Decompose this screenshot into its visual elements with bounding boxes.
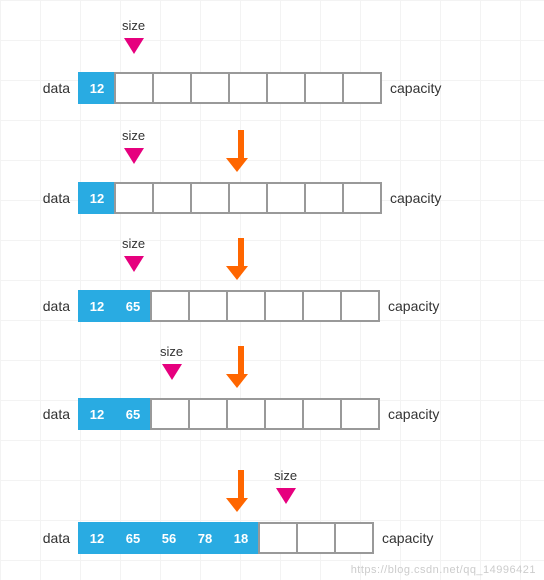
array-row: data 12 capacity: [30, 182, 441, 214]
array-cell: [304, 72, 342, 104]
array-cell: [302, 398, 340, 430]
size-marker-icon: [124, 256, 144, 272]
array-cell: [302, 290, 340, 322]
array-cell: 65: [114, 522, 152, 554]
array-cell: 56: [150, 522, 188, 554]
size-marker-icon: [162, 364, 182, 380]
array-cell: [342, 182, 380, 214]
array-cell: [264, 398, 302, 430]
array-cell: [152, 182, 190, 214]
array-cell: [340, 290, 378, 322]
array-cell: [228, 182, 266, 214]
array-cell: 12: [78, 182, 116, 214]
array: 12: [78, 72, 382, 104]
array: 1265: [78, 398, 380, 430]
size-label: size: [274, 468, 297, 483]
array: 12: [78, 182, 382, 214]
array-cell: 12: [78, 290, 116, 322]
size-label: size: [122, 128, 145, 143]
array: 1265567818: [78, 522, 374, 554]
array-cell: [258, 522, 296, 554]
capacity-label: capacity: [388, 298, 439, 314]
capacity-label: capacity: [390, 80, 441, 96]
size-label: size: [122, 18, 145, 33]
data-label: data: [30, 80, 70, 96]
watermark: https://blog.csdn.net/qq_14996421: [351, 564, 536, 576]
array-cell: [340, 398, 378, 430]
array-cell: 12: [78, 398, 116, 430]
size-marker-icon: [124, 38, 144, 54]
array-cell: [226, 290, 264, 322]
array-cell: [228, 72, 266, 104]
size-label: size: [122, 236, 145, 251]
array-cell: [334, 522, 372, 554]
insert-arrow-icon: [234, 470, 248, 512]
data-label: data: [30, 298, 70, 314]
array-cell: [114, 182, 152, 214]
array-cell: [114, 72, 152, 104]
insert-arrow-icon: [234, 346, 248, 388]
array-cell: [266, 72, 304, 104]
size-label: size: [160, 344, 183, 359]
array-cell: [226, 398, 264, 430]
capacity-label: capacity: [382, 530, 433, 546]
array-cell: 78: [186, 522, 224, 554]
insert-arrow-icon: [234, 130, 248, 172]
array-cell: [190, 182, 228, 214]
array-row: data 1265567818 capacity: [30, 522, 433, 554]
data-label: data: [30, 530, 70, 546]
array-cell: 65: [114, 290, 152, 322]
size-marker-icon: [124, 148, 144, 164]
array-cell: [190, 72, 228, 104]
array-cell: 18: [222, 522, 260, 554]
array-cell: [304, 182, 342, 214]
array-cell: 12: [78, 522, 116, 554]
data-label: data: [30, 406, 70, 422]
array-cell: [152, 72, 190, 104]
array-cell: [266, 182, 304, 214]
array-cell: [150, 290, 188, 322]
array-cell: [296, 522, 334, 554]
array: 1265: [78, 290, 380, 322]
array-cell: [264, 290, 302, 322]
array-row: data 1265 capacity: [30, 398, 439, 430]
array-cell: [150, 398, 188, 430]
size-marker-icon: [276, 488, 296, 504]
array-row: data 1265 capacity: [30, 290, 439, 322]
array-cell: [188, 290, 226, 322]
array-row: data 12 capacity: [30, 72, 441, 104]
data-label: data: [30, 190, 70, 206]
array-cell: 12: [78, 72, 116, 104]
array-cell: [342, 72, 380, 104]
capacity-label: capacity: [390, 190, 441, 206]
array-cell: 65: [114, 398, 152, 430]
array-cell: [188, 398, 226, 430]
capacity-label: capacity: [388, 406, 439, 422]
insert-arrow-icon: [234, 238, 248, 280]
